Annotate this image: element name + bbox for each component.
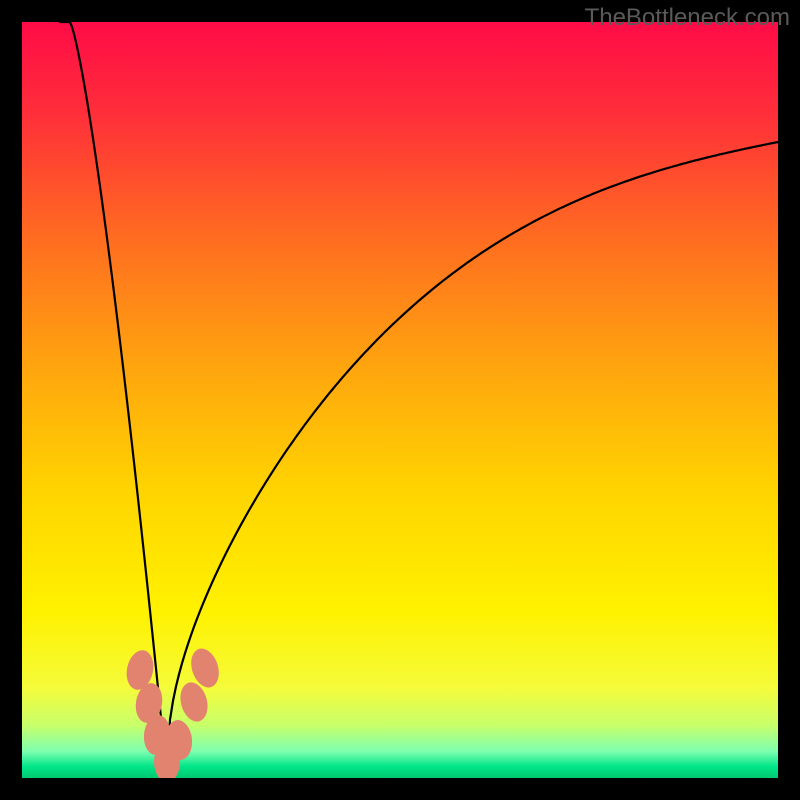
- chart-container: TheBottleneck.com: [0, 0, 800, 800]
- bottleneck-chart: [0, 0, 800, 800]
- watermark-text: TheBottleneck.com: [585, 4, 790, 32]
